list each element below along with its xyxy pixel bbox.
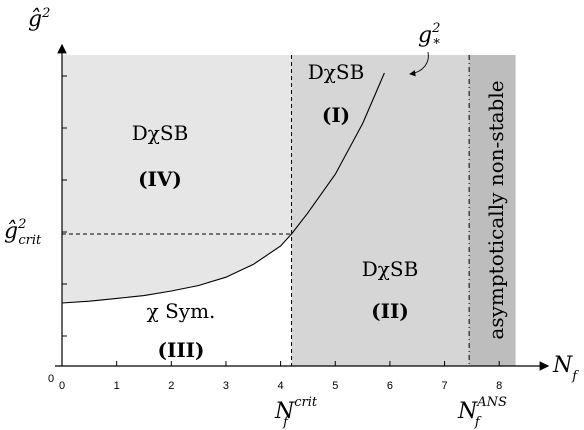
x-tick-label: 8: [496, 380, 502, 392]
x-tick-label: 3: [223, 380, 229, 392]
x-tick-label: 0: [59, 380, 65, 392]
critical-curve: [61, 72, 385, 304]
dxsb-upper-region: [62, 55, 292, 303]
x-tick-label: 5: [332, 380, 338, 392]
critical-coupling-label: ĝ2 crit: [4, 217, 42, 248]
nf-crit-label: Ncrit f: [274, 395, 318, 430]
region-i-title: DχSB: [308, 60, 365, 84]
region-iii-label: (III): [158, 338, 205, 362]
ans-region-label: asymptotically non-stable: [484, 80, 508, 339]
region-i-label: (I): [322, 103, 350, 127]
region-iv-label: (IV): [138, 167, 182, 191]
nf-ans-label: NANS f: [457, 395, 507, 430]
region-ii-label: (II): [371, 299, 409, 323]
x-axis-label: Nf: [552, 353, 579, 384]
y-axis-label: ĝ2: [28, 6, 50, 32]
region-ii-title: DχSB: [362, 257, 419, 281]
curve-label-arrow: [409, 51, 429, 77]
dxsb-right-region: [291, 55, 470, 366]
y-axis-ticks: [62, 75, 67, 337]
region-iv-title: DχSB: [132, 121, 189, 145]
y-origin-label: 0: [48, 373, 54, 385]
x-tick-label: 6: [387, 380, 393, 392]
x-axis-ticks: 0 1 2 3 4 5 6 7 8: [59, 361, 502, 392]
curve-label: g2 *: [418, 21, 440, 52]
x-tick-label: 1: [114, 380, 120, 392]
region-iii-title: χ Sym.: [147, 299, 216, 323]
ans-region: [469, 55, 516, 366]
x-tick-label: 2: [168, 380, 174, 392]
x-tick-label: 7: [441, 380, 447, 392]
x-tick-label: 4: [278, 380, 284, 392]
